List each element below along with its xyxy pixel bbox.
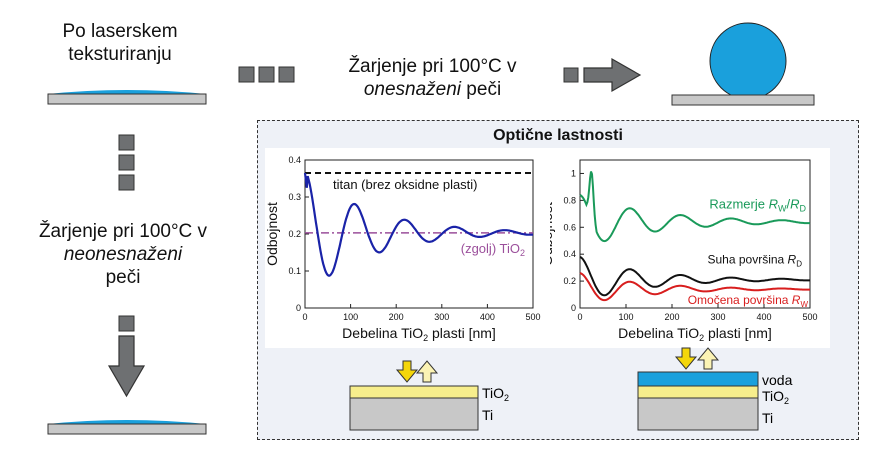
chart-left-xtick-label: 100 xyxy=(343,312,358,322)
chart-left-xtick-label: 200 xyxy=(389,312,404,322)
stack-right-tio2-label: TiO2 xyxy=(762,388,789,406)
chart-right-xtick-label: 500 xyxy=(802,312,817,322)
layer-stack-wet: voda TiO2 Ti xyxy=(637,347,793,431)
chart-right-ytick-label: 1 xyxy=(571,168,576,178)
label-annealing-clean-line2: neonesnaženi xyxy=(63,244,183,265)
incident-arrow-icon xyxy=(395,360,419,383)
chart-right-xlabel: Debelina TiO2 plasti [nm] xyxy=(618,325,772,343)
tio2-layer xyxy=(349,385,479,399)
tio2-reference-label: (zgolj) TiO2 xyxy=(461,241,525,258)
chart-right-xtick-label: 200 xyxy=(664,312,679,322)
reflected-arrow-icon-wet xyxy=(696,347,720,370)
series-dry-curve xyxy=(579,255,810,297)
titanium-label: titan (brez oksidne plasti) xyxy=(333,177,478,192)
droplet-on-substrate xyxy=(671,22,815,106)
chart-right-xtick-label: 300 xyxy=(710,312,725,322)
ti-layer xyxy=(349,397,479,431)
chart-right-ytick-label: 0.4 xyxy=(563,249,576,259)
wet-label: Omočena površina RW xyxy=(688,293,809,309)
chart-right-xtick-label: 0 xyxy=(577,312,582,322)
chart-left-xtick-label: 500 xyxy=(525,312,540,322)
label-annealing-contaminated: Žarjenje pri 100°C v onesnaženi peči xyxy=(315,55,550,101)
thin-water-film xyxy=(48,90,206,94)
label-laser-texturing-line2: teksturiranju xyxy=(68,44,172,65)
substrate-plate-right xyxy=(671,94,815,106)
chart-left-ytick-label: 0.4 xyxy=(288,155,301,165)
reflectance-curve xyxy=(303,172,534,277)
stack-right-water-label: voda xyxy=(762,372,793,388)
label-annealing-clean: Žarjenje pri 100°C v neonesnaženi peči xyxy=(8,220,238,289)
chart-left-xlabel: Debelina TiO2 plasti [nm] xyxy=(342,325,496,343)
chart-reflectance-tio2: 0 100 200 300 400 500 0 0.1 0.2 0.3 0.4 Odbojnost De… xyxy=(265,148,550,348)
arrow-right-icon xyxy=(563,57,642,93)
chart-left-ytick-label: 0 xyxy=(296,303,301,313)
chart-right-ytick-label: 0.8 xyxy=(563,195,576,205)
label-contaminated-italic: onesnaženi xyxy=(363,79,462,100)
substrate-thin-film-bottom xyxy=(47,420,207,435)
stack-right-ti-label: Ti xyxy=(762,410,773,426)
optical-properties-title: Optične lastnosti xyxy=(493,127,623,144)
tio2-layer-wet xyxy=(637,385,759,399)
chart-right-xtick-label: 100 xyxy=(618,312,633,322)
chart-left-ylabel: Odbojnost xyxy=(265,202,280,266)
dots-separator-top xyxy=(238,66,295,83)
chart-right-ytick-label: 0 xyxy=(571,303,576,313)
label-annealing-clean-line3: peči xyxy=(105,267,141,288)
stack-left-ti-label: Ti xyxy=(482,407,493,423)
chart-right-xtick-label: 400 xyxy=(756,312,771,322)
dry-label: Suha površina RD xyxy=(707,253,802,269)
reflected-arrow-icon xyxy=(415,360,439,383)
layer-stack-dry: TiO2 Ti xyxy=(349,360,509,431)
label-annealing-contaminated-line1: Žarjenje pri 100°C v xyxy=(348,56,517,77)
label-laser-texturing: Po laserskem teksturiranju xyxy=(20,20,220,66)
series-wet-curve xyxy=(579,272,810,302)
series-ratio-curve xyxy=(579,171,811,243)
chart-left-xtick-label: 400 xyxy=(480,312,495,322)
chart-left-ytick-label: 0.3 xyxy=(288,192,301,202)
label-contaminated-rest: peči xyxy=(461,79,502,100)
label-laser-texturing-line1: Po laserskem xyxy=(62,21,178,42)
dots-separator-left xyxy=(118,134,135,191)
water-droplet xyxy=(709,22,787,100)
chart-left-ytick-label: 0.1 xyxy=(288,266,301,276)
substrate-thin-film-top xyxy=(47,90,207,105)
chart-right-bg xyxy=(550,148,830,348)
chart-right-ytick-label: 0.2 xyxy=(563,276,576,286)
water-layer xyxy=(637,371,759,387)
incident-arrow-icon-wet xyxy=(674,347,698,370)
chart-left-ytick-label: 0.2 xyxy=(288,229,301,239)
chart-left-xtick-label: 0 xyxy=(302,312,307,322)
label-annealing-contaminated-line2: onesnaženi peči xyxy=(315,78,550,101)
arrow-down-icon xyxy=(107,315,146,398)
chart-right-plot-frame xyxy=(579,159,811,309)
stack-left-tio2-label: TiO2 xyxy=(482,385,509,403)
label-annealing-clean-line1: Žarjenje pri 100°C v xyxy=(38,221,208,242)
chart-left-xtick-label: 300 xyxy=(434,312,449,322)
ratio-label: Razmerje RW/RD xyxy=(709,196,806,213)
chart-left-bg xyxy=(265,148,550,348)
ti-layer-wet xyxy=(637,397,759,431)
chart-reflectance-water: 0 100 200 300 400 500 0 0.2 0.4 0.6 0.8 1 Odbojnost D… xyxy=(550,148,830,348)
substrate-plate xyxy=(47,93,207,105)
chart-right-ytick-label: 0.6 xyxy=(563,222,576,232)
chart-right-ylabel: Odbojnost xyxy=(550,202,555,266)
